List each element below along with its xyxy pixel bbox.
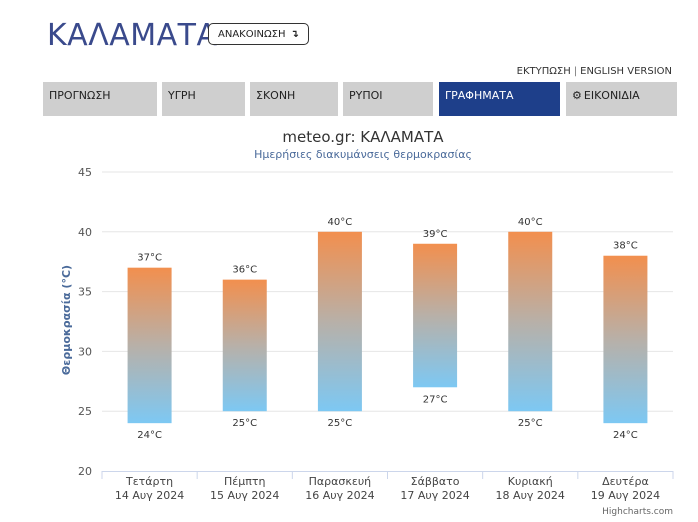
min-temp-label: 24°C	[613, 430, 638, 441]
highcharts-credit[interactable]: Highcharts.com	[602, 507, 673, 517]
y-tick-label: 45	[78, 166, 92, 179]
y-axis-ticks: 20 25 30 35 40 45	[78, 166, 92, 478]
bar-day-0	[127, 267, 172, 424]
x-tick-day: Σάββατο	[411, 475, 460, 488]
max-temp-label: 36°C	[232, 265, 257, 276]
x-tick-day: Τετάρτη	[125, 475, 173, 488]
grid-lines	[102, 171, 673, 412]
max-temp-label: 39°C	[423, 229, 448, 240]
bar-day-2	[317, 231, 362, 412]
max-temp-label: 37°C	[137, 253, 162, 264]
tab-label: ΠΡΟΓΝΩΣΗ	[49, 89, 111, 102]
bar-day-5	[603, 255, 648, 424]
chart-subtitle: Ημερήσιες διακυμάνσεις θερμοκρασίας	[254, 148, 472, 161]
link-separator: |	[573, 66, 578, 77]
max-temp-label: 38°C	[613, 241, 638, 252]
english-version-link[interactable]: ENGLISH VERSION	[580, 66, 672, 77]
y-tick-label: 25	[78, 405, 92, 418]
x-tick-date: 15 Αυγ 2024	[210, 489, 279, 502]
x-tick-date: 17 Αυγ 2024	[400, 489, 469, 502]
x-tick-day: Δευτέρα	[602, 475, 649, 488]
tab-label: ΓΡΑΦΗΜΑΤΑ	[445, 89, 514, 102]
x-tick-date: 16 Αυγ 2024	[305, 489, 374, 502]
x-tick-date: 14 Αυγ 2024	[115, 489, 184, 502]
tab-label: ΣΚΟΝΗ	[256, 89, 296, 102]
bars	[127, 231, 648, 424]
min-temp-label: 25°C	[518, 418, 543, 429]
chart-title: meteo.gr: ΚΑΛΑΜΑΤΑ	[282, 128, 444, 146]
gear-icon: ⚙	[572, 89, 582, 102]
x-tick-date: 18 Αυγ 2024	[496, 489, 565, 502]
bar-day-4	[508, 231, 553, 412]
tab-forecast[interactable]: ΠΡΟΓΝΩΣΗ	[43, 82, 157, 116]
y-tick-label: 40	[78, 226, 92, 239]
tab-dust[interactable]: ΣΚΟΝΗ	[250, 82, 338, 116]
max-temp-label: 40°C	[328, 217, 353, 228]
top-links: ΕΚΤΥΠΩΣΗ | ENGLISH VERSION	[517, 66, 672, 77]
y-axis-title: Θερμοκρασία (°C)	[60, 265, 73, 375]
min-temp-label: 24°C	[137, 430, 162, 441]
tab-charts[interactable]: ΓΡΑΦΗΜΑΤΑ	[439, 82, 560, 116]
x-tick-date: 19 Αυγ 2024	[591, 489, 660, 502]
tab-label: ΥΓΡΗ	[168, 89, 196, 102]
city-title: ΚΑΛΑΜΑΤΑ	[47, 18, 218, 53]
x-tick-day: Πέμπτη	[224, 475, 265, 488]
announcement-button[interactable]: ΑΝΑΚΟΙΝΩΣΗ ↴	[208, 23, 309, 45]
y-tick-label: 30	[78, 345, 92, 358]
y-tick-label: 20	[78, 465, 92, 478]
x-tick-day: Παρασκευή	[309, 475, 372, 488]
x-tick-day: Κυριακή	[508, 475, 553, 488]
min-temp-label: 27°C	[423, 394, 448, 405]
tab-humidity[interactable]: ΥΓΡΗ	[162, 82, 245, 116]
tab-pollutants[interactable]: ΡΥΠΟΙ	[343, 82, 433, 116]
tab-label: ΡΥΠΟΙ	[349, 89, 383, 102]
data-labels: 37°C 24°C 36°C 25°C 40°C 25°C 39°C 27°C 40°C 25°C…	[137, 217, 638, 441]
min-temp-label: 25°C	[328, 418, 353, 429]
bar-day-3	[413, 243, 458, 388]
bar-day-1	[222, 279, 267, 412]
arrow-down-icon: ↴	[290, 29, 299, 40]
print-link[interactable]: ΕΚΤΥΠΩΣΗ	[516, 66, 571, 77]
announcement-label: ΑΝΑΚΟΙΝΩΣΗ	[218, 29, 286, 40]
y-tick-label: 35	[78, 286, 92, 299]
min-temp-label: 25°C	[232, 418, 257, 429]
tab-icons[interactable]: ⚙ ΕΙΚΟΝΙΔΙΑ	[566, 82, 677, 116]
max-temp-label: 40°C	[518, 217, 543, 228]
tab-label: ΕΙΚΟΝΙΔΙΑ	[583, 89, 640, 102]
